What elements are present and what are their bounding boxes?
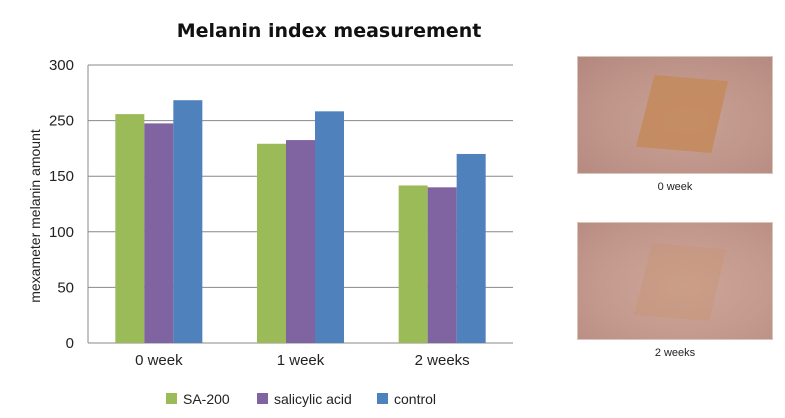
bar-salicylic-acid-2-weeks <box>427 187 457 343</box>
bar-sa-200-2-weeks <box>398 185 428 343</box>
y-tick-label: 150 <box>49 168 74 185</box>
x-tick-label: 0 week <box>135 352 183 369</box>
photo-caption-0-week: 0 week <box>657 181 693 193</box>
legend-label: salicylic acid <box>274 391 352 407</box>
legend-swatch <box>377 393 388 404</box>
y-tick-label: 100 <box>49 224 74 241</box>
pigmented-patch <box>634 243 726 321</box>
tick-labels: 0 50 100 150 250 300 0 week 1 week 2 weeks <box>49 57 470 369</box>
x-tick-label: 1 week <box>277 352 325 369</box>
legend-label: control <box>394 391 436 407</box>
chart-title: Melanin index measurement <box>177 20 482 42</box>
bars <box>115 100 486 343</box>
bar-chart: Melanin index measurement mexameter mela… <box>27 20 513 407</box>
y-axis-label: mexameter melanin amount <box>27 129 43 303</box>
y-tick-label: 300 <box>49 57 74 74</box>
bar-salicylic-acid-1-week <box>286 140 315 343</box>
legend-swatch <box>166 393 177 404</box>
bar-sa-200-0-week <box>115 114 145 343</box>
y-tick-label: 0 <box>66 335 74 352</box>
legend: SA-200 salicylic acid control <box>166 391 436 407</box>
bar-salicylic-acid-0-week <box>144 123 174 343</box>
pigmented-patch <box>636 75 728 153</box>
bar-control-1-week <box>315 111 344 343</box>
bar-control-2-weeks <box>456 153 486 343</box>
bar-control-0-week <box>173 100 203 343</box>
legend-label: SA-200 <box>183 391 230 407</box>
skin-photo-0-week <box>577 56 773 174</box>
x-tick-label: 2 weeks <box>415 352 470 369</box>
bar-sa-200-1-week <box>257 143 286 343</box>
y-tick-label: 250 <box>49 113 74 130</box>
y-tick-label: 50 <box>57 279 74 296</box>
legend-swatch <box>257 393 268 404</box>
photo-caption-2-weeks: 2 weeks <box>654 347 696 359</box>
skin-photo-2-weeks <box>577 222 773 340</box>
